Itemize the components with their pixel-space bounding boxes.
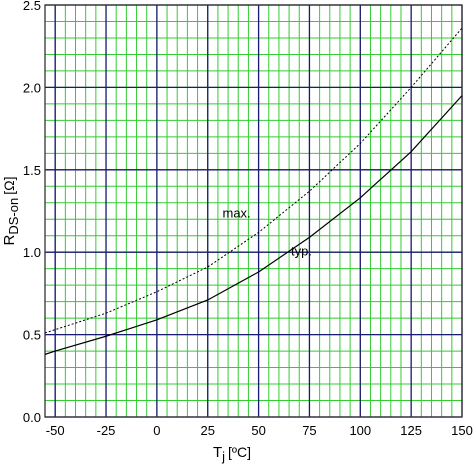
x-tick-label: 150 <box>451 423 473 438</box>
x-axis-title-sub: j <box>221 449 225 464</box>
line-series <box>44 95 463 355</box>
y-tick-label: 2.5 <box>23 0 41 13</box>
series-label: max. <box>222 205 250 220</box>
x-axis-title-main: T <box>213 444 222 461</box>
x-tick-label: -50 <box>46 423 65 438</box>
x-tick-label: 100 <box>349 423 371 438</box>
x-tick-label: 125 <box>400 423 422 438</box>
y-axis-title-unit: [Ω] <box>1 177 17 195</box>
line-series <box>44 27 463 334</box>
x-axis-title: Tj [ºC] <box>213 444 251 464</box>
y-tick-label: 1.0 <box>23 245 41 260</box>
y-tick-label: 1.5 <box>23 163 41 178</box>
x-tick-label: 75 <box>302 423 316 438</box>
y-axis-title-main: R <box>1 234 18 245</box>
y-axis-title: RDS-on [Ω] <box>1 177 21 246</box>
y-tick-label: 0.5 <box>23 328 41 343</box>
series-label: typ. <box>291 243 312 258</box>
x-tick-label: 50 <box>251 423 265 438</box>
x-axis-title-unit: [ºC] <box>228 444 251 460</box>
x-tick-label: 25 <box>200 423 214 438</box>
x-tick-label: 0 <box>153 423 160 438</box>
y-axis-title-sub: DS-on <box>6 198 21 235</box>
y-tick-label: 0.0 <box>23 410 41 425</box>
plot-background <box>45 5 462 417</box>
y-tick-label: 2.0 <box>23 80 41 95</box>
x-tick-label: -25 <box>97 423 116 438</box>
plot-border <box>44 4 463 418</box>
